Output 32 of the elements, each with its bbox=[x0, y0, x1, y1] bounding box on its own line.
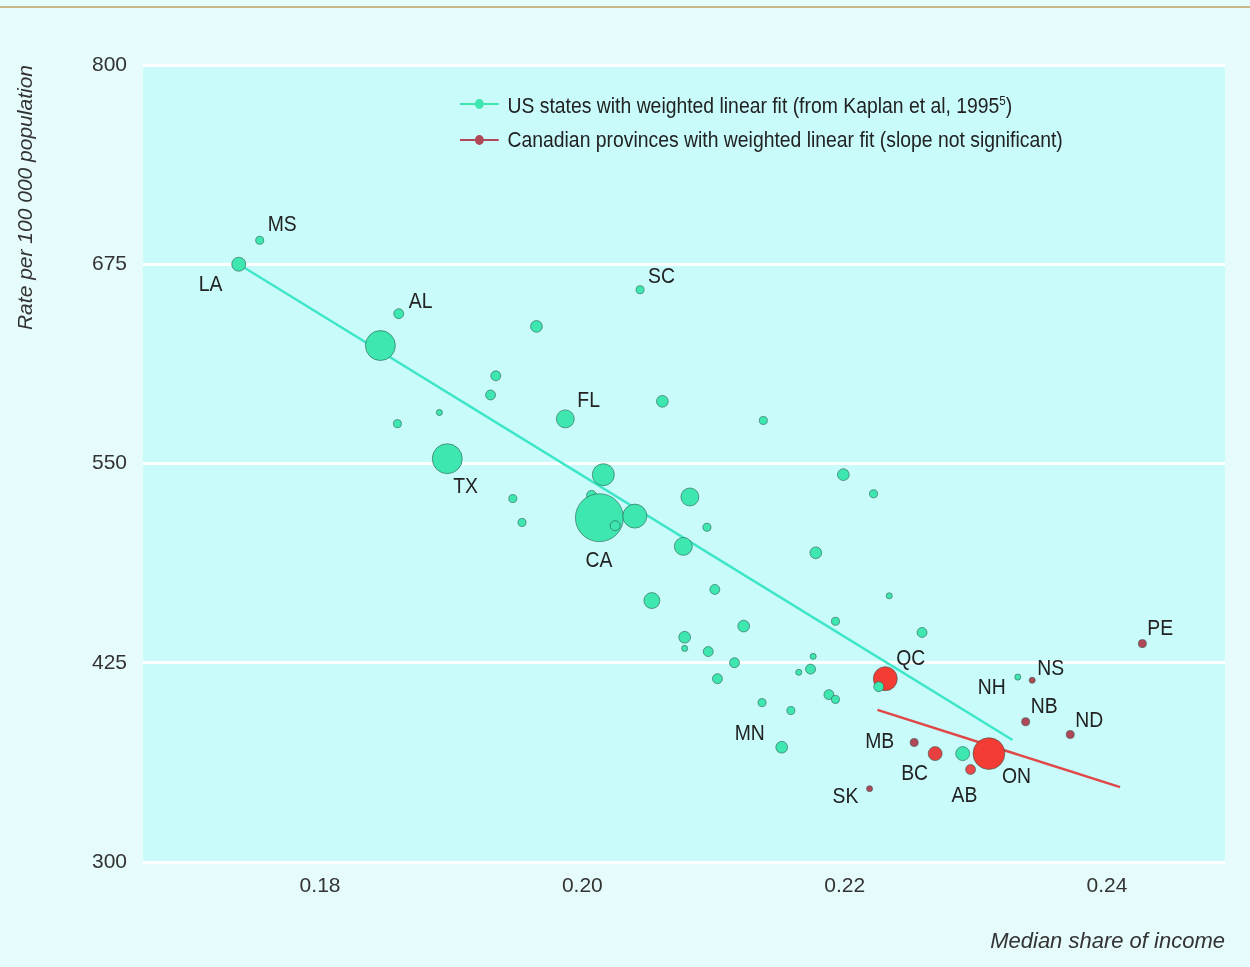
y-tick-label: 550 bbox=[91, 450, 127, 474]
annotation: NS bbox=[1037, 655, 1065, 680]
annotation: FL bbox=[577, 386, 600, 412]
y-tick-label: 675 bbox=[91, 251, 127, 275]
annotation: SC bbox=[648, 262, 675, 288]
x-tick-label: 0.18 bbox=[299, 873, 341, 897]
annotation: MN bbox=[734, 720, 765, 745]
annotation: MB bbox=[865, 727, 895, 752]
y-tick-label: 300 bbox=[91, 848, 127, 872]
annotation: PE bbox=[1147, 614, 1174, 639]
y-tick-label: 425 bbox=[91, 649, 127, 673]
legend-label: US states with weighted linear fit (from Kaplan et al, 1995$^{5}$) bbox=[507, 92, 1013, 121]
x-axis-title: Median share of income bbox=[990, 927, 1225, 953]
annotation: LA bbox=[198, 271, 223, 296]
annotation: CA bbox=[585, 546, 613, 572]
annotation: QC bbox=[896, 644, 926, 669]
annotation: SK bbox=[832, 782, 859, 807]
y-axis-title: Rate per 100 000 population bbox=[13, 65, 37, 331]
annotation: ND bbox=[1075, 706, 1104, 731]
x-tick-label: 0.22 bbox=[824, 873, 866, 897]
annotation: ON bbox=[1001, 762, 1031, 787]
x-tick-label: 0.20 bbox=[561, 873, 603, 897]
annotation: BC bbox=[901, 759, 929, 784]
annotation: MS bbox=[267, 211, 297, 236]
legend-label: Canadian provinces with weighted linear fit (slope not significant) bbox=[507, 126, 1063, 155]
annotation: TX bbox=[453, 472, 479, 498]
annotation: NH bbox=[977, 673, 1006, 699]
x-tick-label: 0.24 bbox=[1086, 873, 1128, 897]
annotation: AB bbox=[951, 781, 978, 806]
annotation: NB bbox=[1030, 692, 1058, 718]
y-tick-label: 800 bbox=[91, 51, 127, 75]
annotation: AL bbox=[408, 287, 433, 312]
